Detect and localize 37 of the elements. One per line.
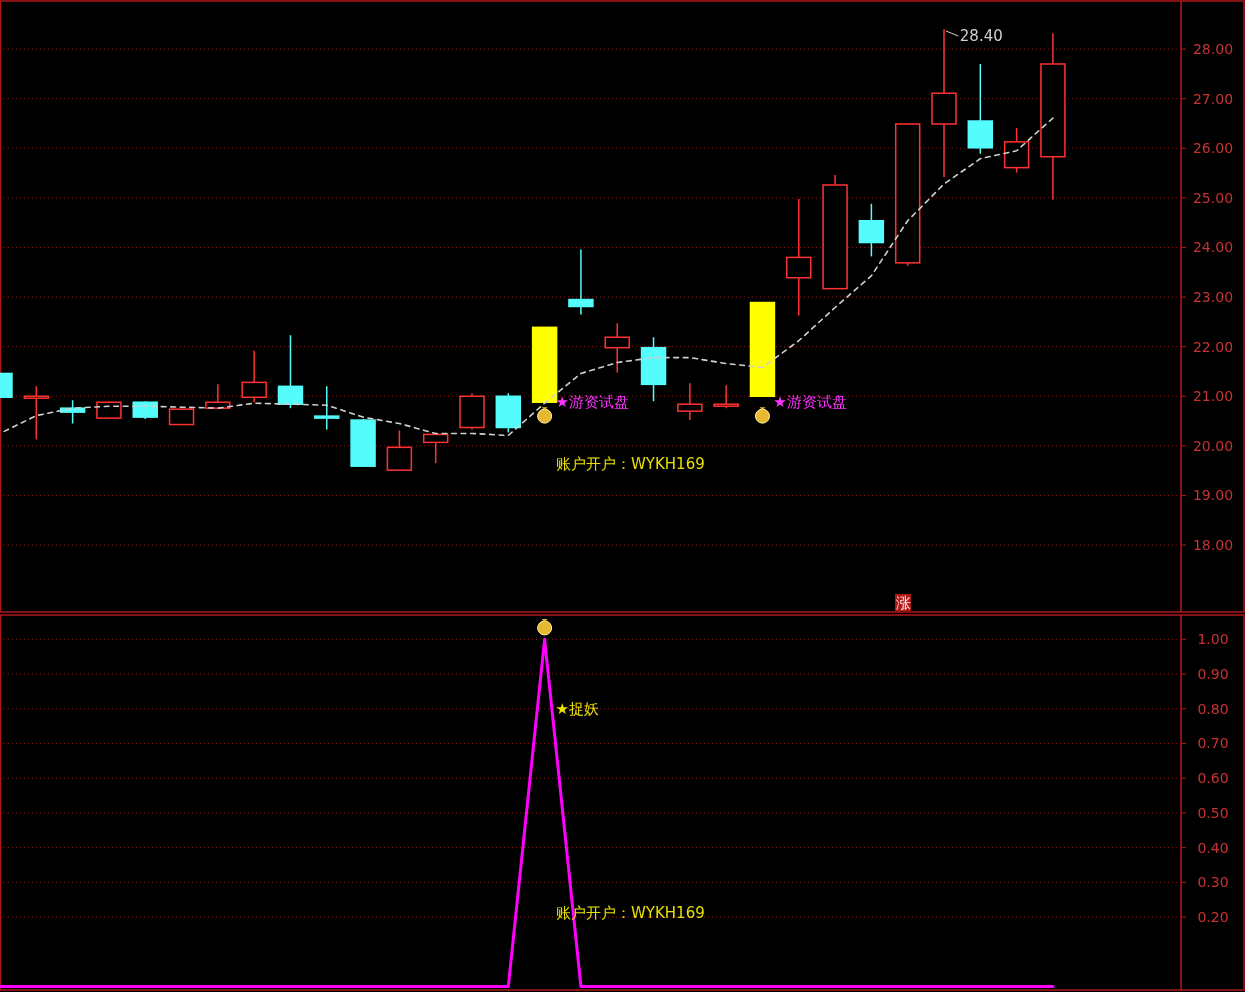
y-tick-label: 24.00 xyxy=(1192,239,1234,256)
y-tick-label: 18.00 xyxy=(1192,537,1234,554)
y-tick-label: 1.00 xyxy=(1197,631,1229,648)
y-tick-label: 0.50 xyxy=(1197,804,1229,821)
y-tick-label: 28.00 xyxy=(1192,41,1234,58)
annotation: 账户开户：WYKH169 xyxy=(556,455,705,473)
y-tick-label: 0.20 xyxy=(1197,909,1229,926)
candlestick xyxy=(1040,32,1066,201)
y-tick-label: 21.00 xyxy=(1192,388,1234,405)
y-tick-label: 0.30 xyxy=(1197,874,1229,891)
y-tick-label: 19.00 xyxy=(1192,487,1234,504)
y-tick-label: 0.90 xyxy=(1197,666,1229,683)
candlestick xyxy=(931,28,957,178)
line-series xyxy=(0,117,1054,437)
y-tick-label: 27.00 xyxy=(1192,90,1234,107)
candlestick xyxy=(786,198,812,317)
annotation: 涨 xyxy=(895,594,911,612)
annotation: ★游资试盘 xyxy=(773,393,847,411)
annotation: ★游资试盘 xyxy=(555,393,629,411)
candlestick xyxy=(677,382,703,421)
candlestick xyxy=(568,248,594,316)
annotation: ★捉妖 xyxy=(555,700,599,718)
y-tick-label: 23.00 xyxy=(1192,289,1234,306)
y-tick-label: 20.00 xyxy=(1192,437,1234,454)
y-tick-label: 26.00 xyxy=(1192,140,1234,157)
candlestick xyxy=(314,385,340,431)
y-tick-label: 0.60 xyxy=(1197,770,1229,787)
annotation: 28.40 xyxy=(959,27,1003,45)
y-tick-label: 25.00 xyxy=(1192,189,1234,206)
y-tick-label: 22.00 xyxy=(1192,338,1234,355)
candlestick xyxy=(858,203,885,258)
y-tick-label: 0.40 xyxy=(1197,839,1229,856)
candlestick xyxy=(277,334,304,409)
candlestick xyxy=(604,322,630,374)
y-tick-label: 0.70 xyxy=(1197,735,1229,752)
y-tick-label: 0.80 xyxy=(1197,700,1229,717)
candlestick xyxy=(241,349,267,403)
